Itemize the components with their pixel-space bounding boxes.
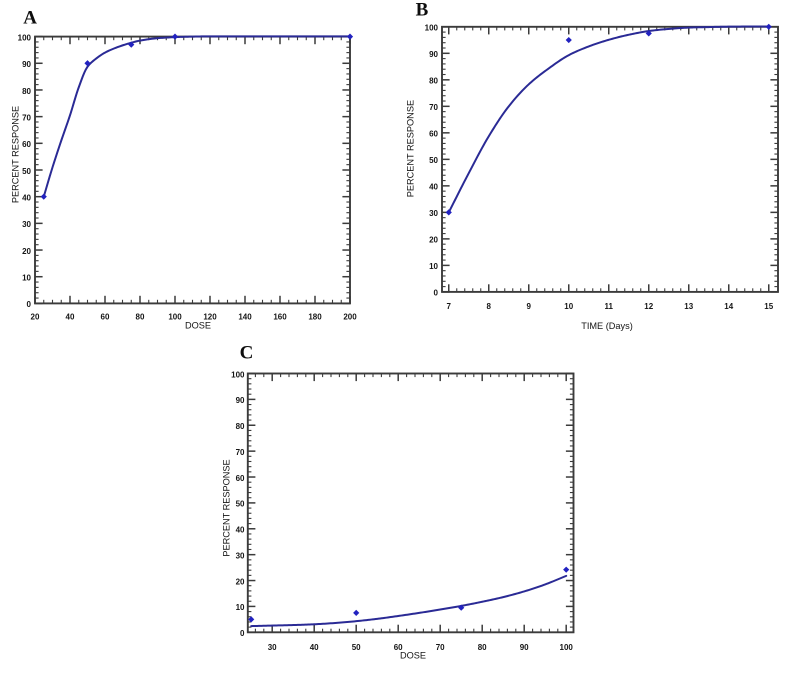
svg-text:10: 10: [236, 603, 245, 612]
svg-text:11: 11: [605, 302, 614, 311]
svg-text:30: 30: [236, 551, 245, 560]
svg-text:40: 40: [66, 312, 75, 321]
svg-text:60: 60: [429, 130, 438, 139]
svg-text:40: 40: [236, 526, 245, 535]
svg-text:60: 60: [394, 643, 403, 652]
svg-text:80: 80: [478, 643, 487, 652]
svg-text:13: 13: [684, 302, 693, 311]
svg-text:100: 100: [168, 312, 182, 321]
svg-text:10: 10: [564, 302, 573, 311]
svg-text:10: 10: [22, 274, 31, 283]
svg-text:9: 9: [527, 302, 532, 311]
svg-text:50: 50: [429, 156, 438, 165]
svg-text:20: 20: [429, 236, 438, 245]
svg-text:100: 100: [560, 643, 574, 652]
svg-text:60: 60: [101, 312, 110, 321]
svg-text:50: 50: [22, 167, 31, 176]
svg-text:30: 30: [429, 209, 438, 218]
svg-text:40: 40: [22, 193, 31, 202]
svg-text:180: 180: [308, 312, 322, 321]
svg-text:TIME (Days): TIME (Days): [581, 321, 633, 331]
svg-text:PERCENT RESPONSE: PERCENT RESPONSE: [221, 459, 231, 556]
svg-text:100: 100: [425, 24, 439, 33]
svg-text:14: 14: [724, 302, 733, 311]
svg-text:PERCENT RESPONSE: PERCENT RESPONSE: [11, 106, 21, 203]
svg-text:140: 140: [238, 312, 252, 321]
svg-text:60: 60: [22, 140, 31, 149]
svg-text:DOSE: DOSE: [400, 650, 426, 660]
svg-text:50: 50: [352, 643, 361, 652]
svg-text:20: 20: [31, 312, 40, 321]
svg-text:20: 20: [22, 247, 31, 256]
svg-text:10: 10: [429, 262, 438, 271]
svg-text:70: 70: [436, 643, 445, 652]
svg-text:80: 80: [236, 422, 245, 431]
svg-text:12: 12: [644, 302, 653, 311]
svg-text:0: 0: [27, 300, 32, 309]
svg-text:20: 20: [236, 577, 245, 586]
svg-text:160: 160: [273, 312, 287, 321]
svg-text:40: 40: [310, 643, 319, 652]
svg-text:80: 80: [22, 87, 31, 96]
svg-text:30: 30: [22, 220, 31, 229]
svg-text:80: 80: [429, 77, 438, 86]
svg-text:120: 120: [203, 312, 217, 321]
svg-text:80: 80: [136, 312, 145, 321]
svg-text:8: 8: [487, 302, 492, 311]
svg-text:DOSE: DOSE: [185, 321, 211, 331]
svg-text:90: 90: [236, 396, 245, 405]
svg-text:200: 200: [343, 312, 357, 321]
svg-text:100: 100: [231, 370, 245, 379]
svg-text:B: B: [416, 0, 429, 21]
svg-text:7: 7: [447, 302, 452, 311]
svg-text:70: 70: [236, 448, 245, 457]
svg-text:0: 0: [434, 289, 439, 298]
svg-text:A: A: [23, 7, 37, 28]
svg-text:90: 90: [429, 50, 438, 59]
svg-text:C: C: [240, 343, 254, 364]
svg-text:90: 90: [22, 60, 31, 69]
svg-text:70: 70: [22, 113, 31, 122]
svg-text:30: 30: [268, 643, 277, 652]
svg-text:90: 90: [520, 643, 529, 652]
svg-text:15: 15: [764, 302, 773, 311]
svg-text:PERCENT RESPONSE: PERCENT RESPONSE: [406, 100, 416, 197]
svg-text:40: 40: [429, 183, 438, 192]
svg-text:70: 70: [429, 103, 438, 112]
svg-text:0: 0: [240, 629, 245, 638]
svg-text:100: 100: [18, 33, 32, 42]
svg-text:50: 50: [236, 500, 245, 509]
svg-text:60: 60: [236, 474, 245, 483]
